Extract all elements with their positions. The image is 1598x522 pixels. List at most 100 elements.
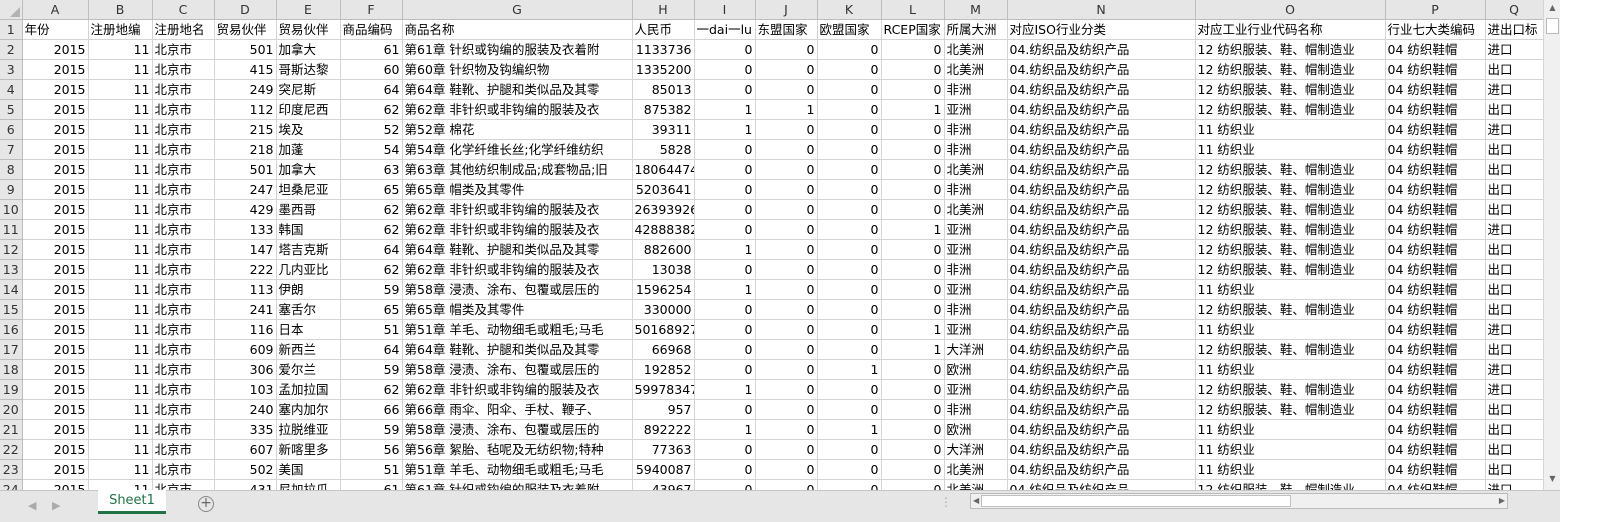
cell-p[interactable]: 04 纺织鞋帽: [1385, 379, 1486, 400]
cell-g[interactable]: 第62章 非针织或非钩编的服装及衣: [402, 379, 633, 400]
cell-j[interactable]: 0: [755, 139, 818, 160]
vertical-scroll-thumb[interactable]: [1546, 18, 1559, 34]
cell-e[interactable]: 加拿大: [276, 159, 341, 180]
cell-k[interactable]: 0: [817, 199, 882, 220]
cell-c[interactable]: 北京市: [152, 479, 215, 490]
cell-j[interactable]: 0: [755, 279, 818, 300]
cell-i[interactable]: 1: [694, 279, 756, 300]
cell-d[interactable]: 607: [214, 439, 277, 460]
cell-d[interactable]: 218: [214, 139, 277, 160]
column-header-g[interactable]: G: [402, 0, 633, 20]
cell-k[interactable]: 0: [817, 279, 882, 300]
cell-d[interactable]: 113: [214, 279, 277, 300]
cell-d[interactable]: 103: [214, 379, 277, 400]
cell-h[interactable]: 18064474: [632, 159, 695, 180]
cell-k[interactable]: 0: [817, 479, 882, 490]
cell-c[interactable]: 北京市: [152, 339, 215, 360]
cell-p[interactable]: 04 纺织鞋帽: [1385, 359, 1486, 380]
cell-b[interactable]: 11: [88, 299, 153, 320]
cell-g[interactable]: 第65章 帽类及其零件: [402, 299, 633, 320]
cell-n[interactable]: 04.纺织品及纺织产品: [1007, 479, 1196, 490]
cell-e[interactable]: 美国: [276, 459, 341, 480]
cell-b[interactable]: 11: [88, 219, 153, 240]
cell-a[interactable]: 2015: [22, 199, 89, 220]
cell-n[interactable]: 04.纺织品及纺织产品: [1007, 39, 1196, 60]
cell-n[interactable]: 04.纺织品及纺织产品: [1007, 219, 1196, 240]
scroll-down-icon[interactable]: ▼: [1549, 474, 1556, 483]
cell-j[interactable]: 0: [755, 119, 818, 140]
cell-h[interactable]: 1133736: [632, 39, 695, 60]
cell-m[interactable]: 大洋洲: [944, 339, 1008, 360]
cell-g[interactable]: 第62章 非针织或非钩编的服装及衣: [402, 99, 633, 120]
cell-o[interactable]: 11 纺织业: [1195, 439, 1386, 460]
cell-e[interactable]: 加蓬: [276, 139, 341, 160]
cell-d[interactable]: 431: [214, 479, 277, 490]
cell-o[interactable]: 12 纺织服装、鞋、帽制造业: [1195, 479, 1386, 490]
cell-a[interactable]: 2015: [22, 399, 89, 420]
cell-n[interactable]: 04.纺织品及纺织产品: [1007, 279, 1196, 300]
cell-m[interactable]: 亚洲: [944, 379, 1008, 400]
cell-d[interactable]: 502: [214, 459, 277, 480]
cell-g[interactable]: 第51章 羊毛、动物细毛或粗毛;马毛: [402, 319, 633, 340]
cell-f[interactable]: 60: [340, 59, 403, 80]
cell-d[interactable]: 215: [214, 119, 277, 140]
cell-m[interactable]: 亚洲: [944, 319, 1008, 340]
cell-f[interactable]: 54: [340, 139, 403, 160]
cell-k[interactable]: 0: [817, 219, 882, 240]
cell-n[interactable]: 04.纺织品及纺织产品: [1007, 119, 1196, 140]
cell-c[interactable]: 北京市: [152, 279, 215, 300]
cell-m[interactable]: 亚洲: [944, 99, 1008, 120]
cell-j[interactable]: 0: [755, 379, 818, 400]
cell-g[interactable]: 第58章 浸渍、涂布、包覆或层压的: [402, 419, 633, 440]
cell-n[interactable]: 04.纺织品及纺织产品: [1007, 179, 1196, 200]
horizontal-scrollbar[interactable]: ◀ ▶: [970, 493, 1508, 509]
cell-b[interactable]: 11: [88, 459, 153, 480]
cell-d[interactable]: 501: [214, 159, 277, 180]
cell-h[interactable]: 50168927: [632, 319, 695, 340]
cell-b[interactable]: 11: [88, 399, 153, 420]
cell-i[interactable]: 0: [694, 459, 756, 480]
row-header[interactable]: 8: [0, 159, 23, 180]
column-header-o[interactable]: O: [1195, 0, 1386, 20]
cell-p[interactable]: 04 纺织鞋帽: [1385, 259, 1486, 280]
cell-b[interactable]: 11: [88, 279, 153, 300]
cell-j[interactable]: 0: [755, 479, 818, 490]
cell-q[interactable]: 出口: [1485, 59, 1543, 80]
vertical-scrollbar[interactable]: ▲ ▼: [1543, 0, 1560, 490]
cell-a[interactable]: 2015: [22, 219, 89, 240]
cell-e[interactable]: 哥斯达黎: [276, 59, 341, 80]
cell-e[interactable]: 墨西哥: [276, 199, 341, 220]
scroll-left-icon[interactable]: ◀: [973, 496, 980, 505]
cell-j[interactable]: 0: [755, 399, 818, 420]
cell-m[interactable]: 亚洲: [944, 219, 1008, 240]
column-header-m[interactable]: M: [944, 0, 1008, 20]
row-header[interactable]: 21: [0, 419, 23, 440]
cell-j[interactable]: 0: [755, 259, 818, 280]
cell-e[interactable]: 塔吉克斯: [276, 239, 341, 260]
cell-c[interactable]: 北京市: [152, 139, 215, 160]
header-cell[interactable]: 欧盟国家: [817, 19, 882, 40]
row-header[interactable]: 1: [0, 19, 23, 40]
cell-m[interactable]: 亚洲: [944, 279, 1008, 300]
row-header[interactable]: 11: [0, 219, 23, 240]
cell-g[interactable]: 第65章 帽类及其零件: [402, 179, 633, 200]
cell-f[interactable]: 62: [340, 99, 403, 120]
cell-n[interactable]: 04.纺织品及纺织产品: [1007, 359, 1196, 380]
cell-a[interactable]: 2015: [22, 459, 89, 480]
cell-l[interactable]: 1: [881, 219, 945, 240]
cell-l[interactable]: 0: [881, 199, 945, 220]
cell-j[interactable]: 1: [755, 99, 818, 120]
cell-m[interactable]: 北美洲: [944, 159, 1008, 180]
cell-i[interactable]: 0: [694, 399, 756, 420]
cell-d[interactable]: 222: [214, 259, 277, 280]
cell-g[interactable]: 第62章 非针织或非钩编的服装及衣: [402, 259, 633, 280]
cell-c[interactable]: 北京市: [152, 359, 215, 380]
cell-q[interactable]: 出口: [1485, 399, 1543, 420]
cell-q[interactable]: 出口: [1485, 159, 1543, 180]
cell-j[interactable]: 0: [755, 459, 818, 480]
sheet-tab-sheet1[interactable]: Sheet1: [98, 490, 166, 514]
cell-e[interactable]: 坦桑尼亚: [276, 179, 341, 200]
cell-k[interactable]: 0: [817, 259, 882, 280]
cell-f[interactable]: 64: [340, 239, 403, 260]
cell-f[interactable]: 66: [340, 399, 403, 420]
